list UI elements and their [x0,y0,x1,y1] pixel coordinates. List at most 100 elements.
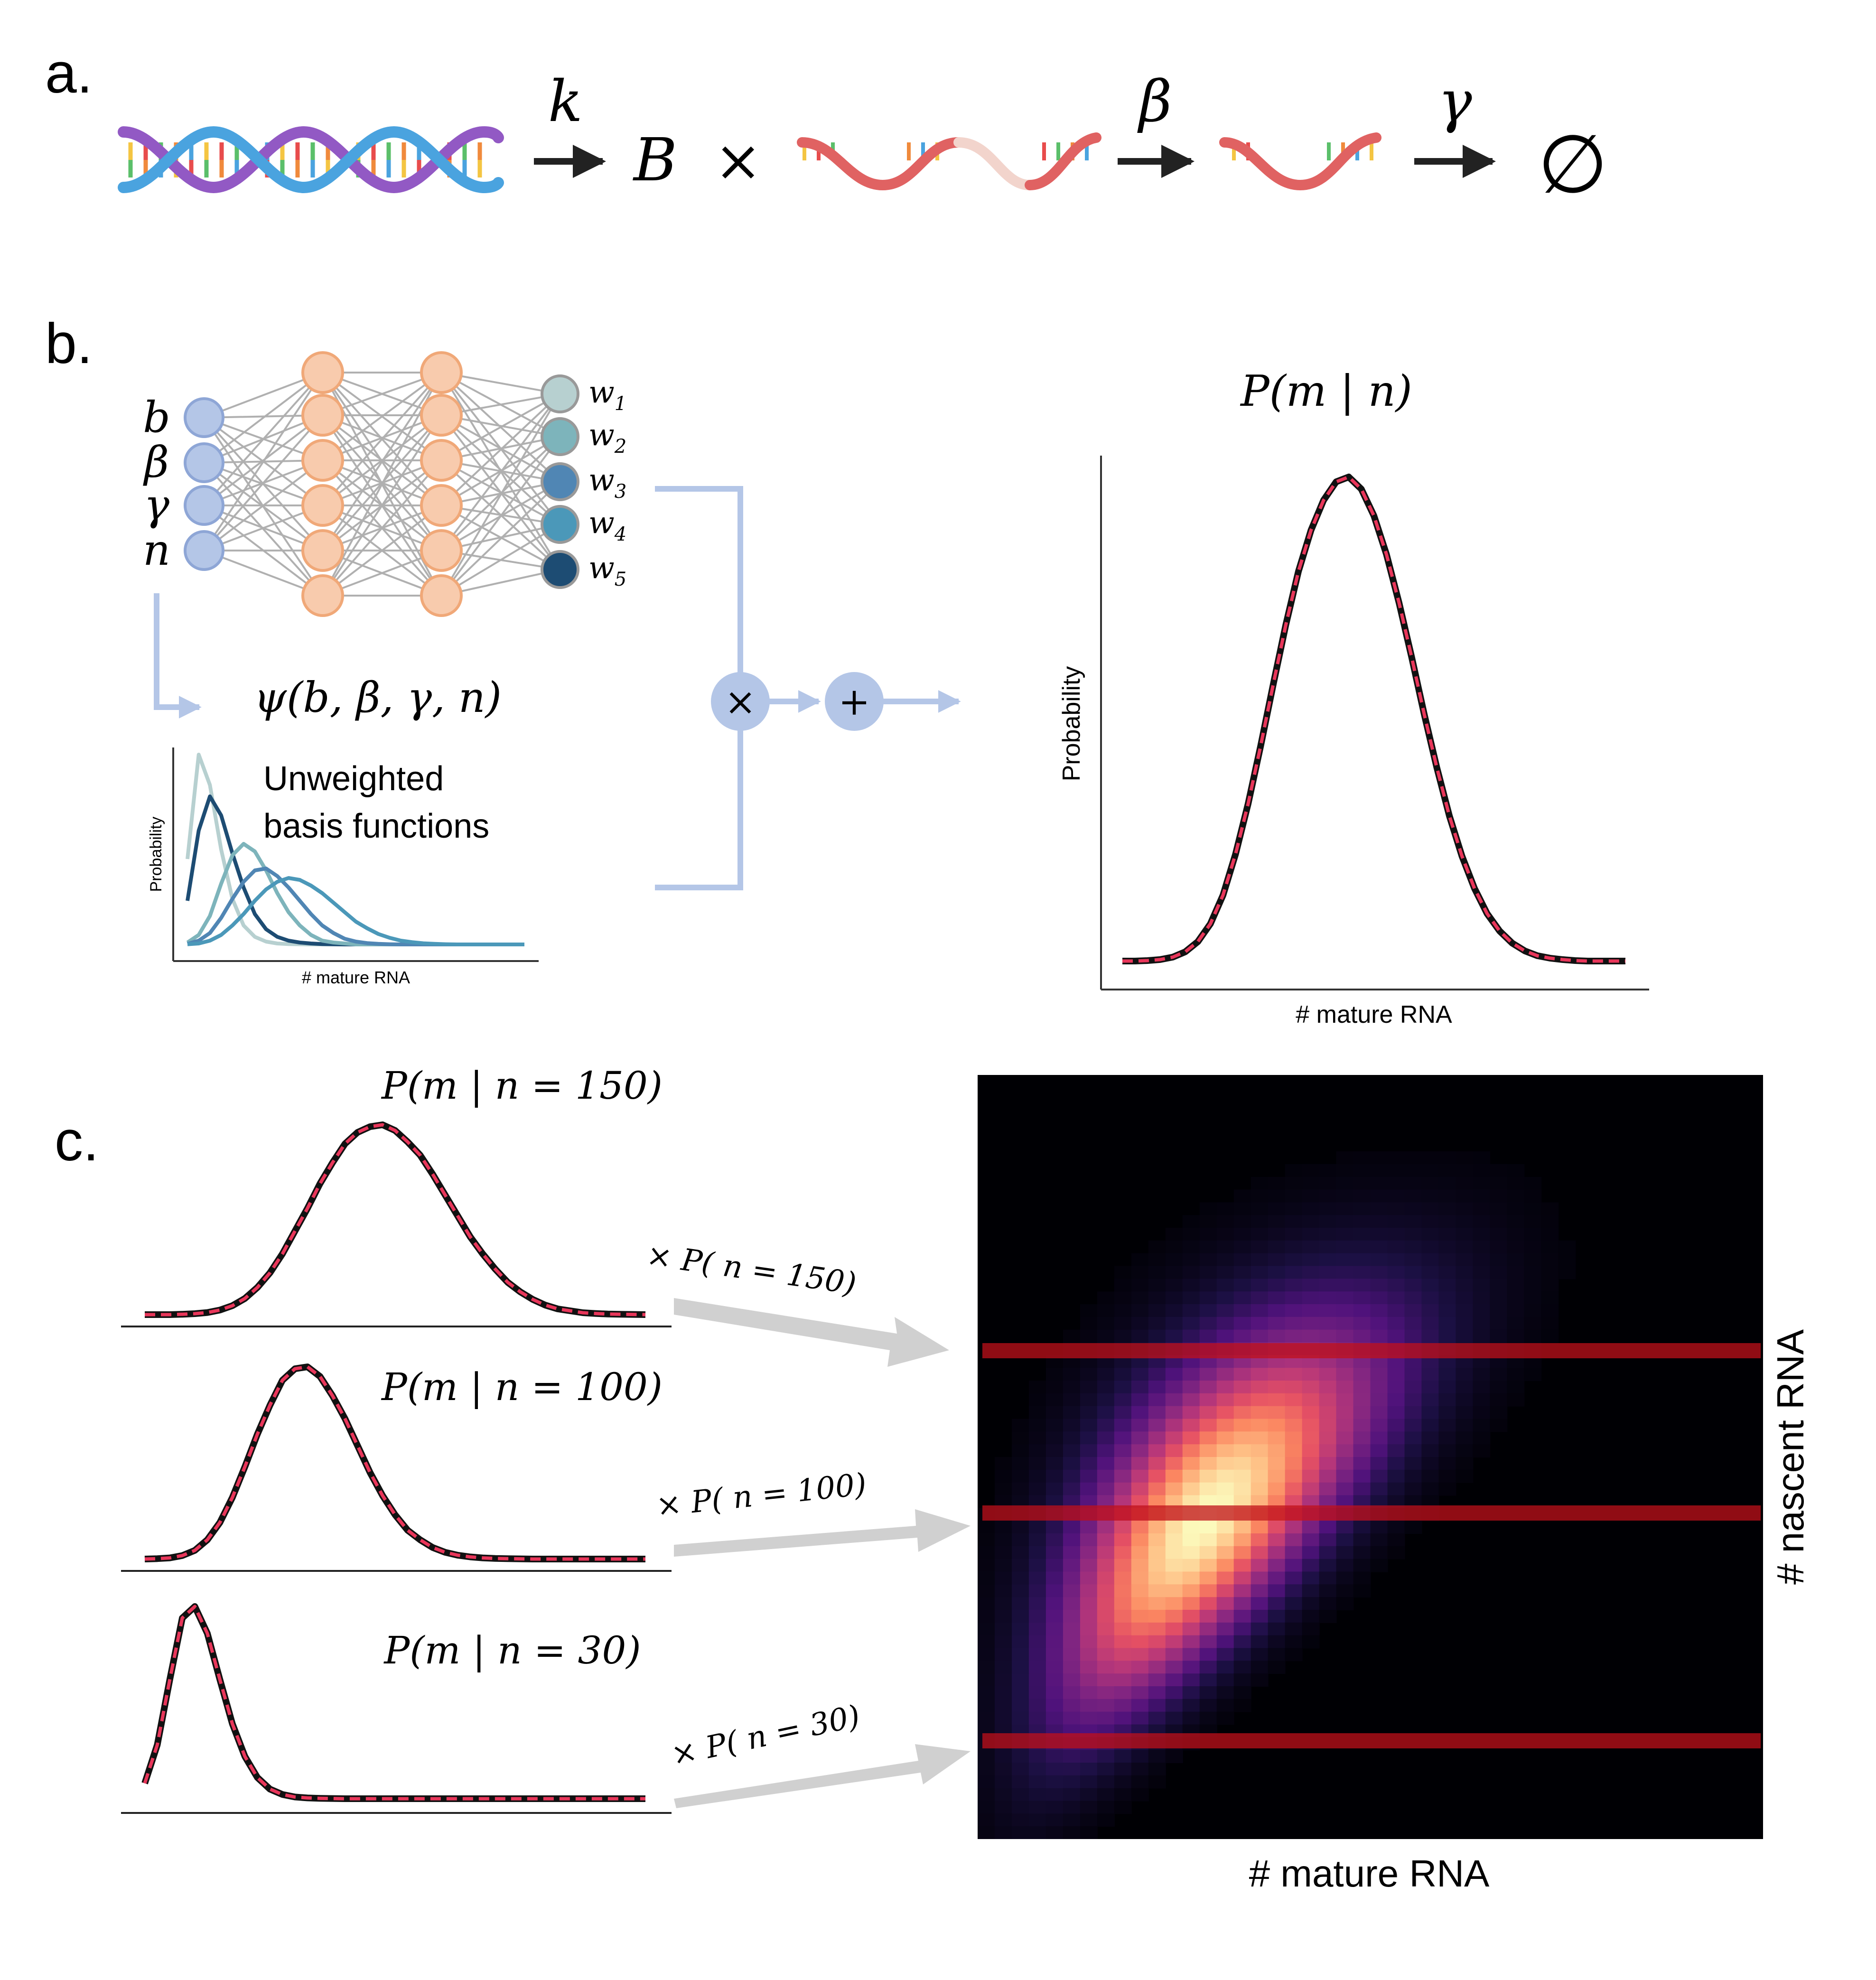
heatmap-cell [1421,1329,1439,1343]
heatmap-cell [1114,1304,1132,1317]
network-edge [440,481,561,597]
heatmap-cell [1387,1381,1405,1394]
heatmap-cell [1114,1788,1132,1802]
heatmap-cell [1045,1597,1064,1610]
heatmap-cell [1473,1381,1491,1394]
heatmap-cell [1216,1661,1234,1674]
heatmap-cell [1490,1406,1508,1420]
heatmap-cell [1319,1533,1337,1547]
heatmap-cell [1012,1699,1029,1712]
heatmap-cell [1268,1610,1286,1623]
heatmap-cell [1080,1381,1098,1394]
heatmap-cell [1148,1482,1166,1496]
heatmap-cell [1216,1419,1234,1432]
heatmap-cell [1148,1699,1166,1712]
heatmap-cell [1302,1444,1320,1457]
heatmap-cell [1131,1291,1149,1305]
heatmap-cell [1302,1482,1320,1496]
heatmap-cell [978,1826,995,1839]
heatmap-cell [1370,1151,1388,1165]
heatmap-cell [1473,1279,1491,1292]
heatmap-cell [1080,1457,1098,1470]
heatmap-cell [1353,1215,1371,1228]
hidden-node [301,484,344,527]
heatmap-cell [1302,1431,1320,1445]
heatmap-cell [1063,1431,1081,1445]
hidden-node [420,439,463,482]
heatmap-cell [1524,1329,1542,1343]
heatmap-cell [1233,1329,1251,1343]
heatmap-cell [995,1686,1012,1700]
heatmap-cell [1456,1279,1474,1292]
heatmap-cell [1473,1291,1491,1305]
heatmap-cell [1302,1406,1320,1420]
heatmap-cell [1233,1189,1251,1203]
heatmap-cell [1165,1469,1183,1483]
heatmap-cell [1438,1329,1456,1343]
hidden-node [420,394,463,437]
heatmap-cell [1182,1648,1200,1662]
heatmap-cell [1233,1202,1251,1216]
heatmap-cell [1097,1291,1115,1305]
network-edge [203,414,324,551]
heatmap-cell [1319,1228,1337,1241]
heatmap-cell [978,1622,995,1636]
heatmap-cell [1165,1304,1183,1317]
heatmap-cell [1216,1266,1234,1280]
heatmap-cell [1165,1368,1183,1381]
heatmap-cell [1251,1177,1269,1190]
heatmap-cell [1353,1317,1371,1330]
heatmap-cell [1319,1597,1337,1610]
heatmap-cell [1251,1571,1269,1585]
heatmap-cell [1012,1482,1029,1496]
heatmap-cell [1456,1291,1474,1305]
heatmap-cell [1131,1622,1149,1636]
heatmap-cell [1421,1482,1439,1496]
heatmap-cell [1438,1266,1456,1280]
heatmap-cell [1387,1521,1405,1534]
heatmap-cell [1251,1469,1269,1483]
heatmap-cell [1336,1189,1354,1203]
heatmap-cell [995,1559,1012,1572]
heatmap-cell [1285,1521,1303,1534]
heatmap-cell [1353,1571,1371,1585]
heatmap-cell [1268,1177,1286,1190]
heatmap-cell [1045,1648,1064,1662]
heatmap-cell [1353,1457,1371,1470]
heatmap-cell [1336,1368,1354,1381]
heatmap-cell [1148,1521,1166,1534]
heatmap-cell [1199,1202,1217,1216]
heatmap-cell [995,1788,1012,1802]
heatmap-cell [1233,1673,1251,1687]
heatmap-cell [1216,1368,1234,1381]
heatmap-cell [1456,1469,1474,1483]
input-label: n [143,525,170,575]
heatmap-cell [1097,1775,1115,1789]
heatmap-cell [995,1610,1012,1623]
heatmap-cell [1268,1381,1286,1394]
heatmap-cell [1353,1431,1371,1445]
heatmap-cell [1336,1317,1354,1330]
heatmap-cell [1182,1673,1200,1687]
input-node [184,530,224,571]
heatmap-cell [1165,1329,1183,1343]
heatmap-cell [995,1813,1012,1827]
heatmap-cell [1387,1444,1405,1457]
heatmap-cell [1438,1228,1456,1241]
hidden-node [301,394,344,437]
heatmap-cell [1028,1648,1046,1662]
heatmap-cell [1131,1533,1149,1547]
heatmap-cell [1370,1202,1388,1216]
heatmap-cell [1182,1279,1200,1292]
heatmap-cell [1012,1635,1029,1649]
heatmap-cell [1285,1635,1303,1649]
heatmap-cell [1131,1635,1149,1649]
heatmap-cell [1028,1661,1046,1674]
heatmap-cell [1285,1253,1303,1267]
heatmap-cell [1148,1240,1166,1254]
heatmap-cell [1216,1546,1234,1560]
heatmap-cell [1524,1177,1542,1190]
heatmap-cell [1063,1457,1081,1470]
heatmap-cell [1233,1533,1251,1547]
heatmap-cell [1353,1164,1371,1177]
